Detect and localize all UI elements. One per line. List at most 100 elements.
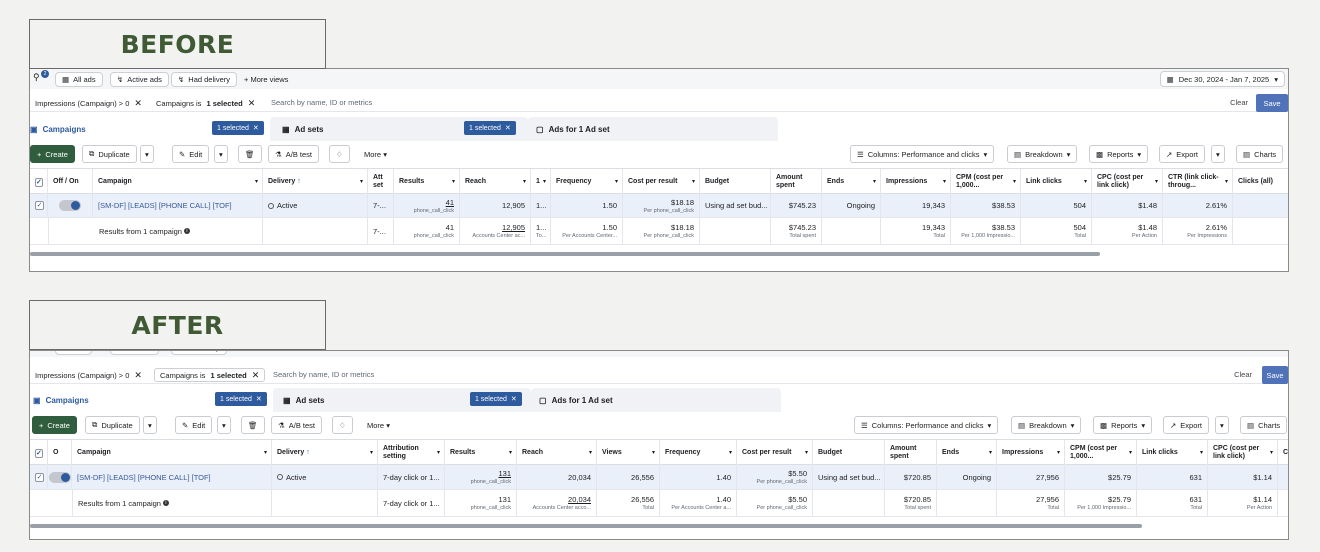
row-checkbox[interactable]: ✓ <box>30 465 48 489</box>
export-button[interactable]: ↗ Export <box>1159 145 1205 163</box>
close-icon[interactable]: ✕ <box>252 125 259 132</box>
column-header-budget[interactable]: Budget <box>813 440 885 466</box>
close-icon[interactable]: ✕ <box>247 97 256 108</box>
tab-all-ads[interactable]: All ads <box>55 351 92 355</box>
save-button[interactable]: Save <box>1256 94 1288 112</box>
tab-active-ads[interactable]: Active ads <box>110 351 159 355</box>
close-icon[interactable]: ✕ <box>251 369 260 380</box>
column-header-offon[interactable]: Off / On <box>48 169 93 195</box>
tab-campaigns[interactable]: ▣ Campaigns <box>33 388 89 412</box>
filter-chip-campaigns[interactable]: Campaigns is 1 selected ✕ <box>154 368 266 382</box>
tab-ads[interactable]: ▢ Ads for 1 Ad set <box>531 388 781 412</box>
duplicate-button[interactable]: ⧉ Duplicate <box>85 416 140 434</box>
column-header-campaign[interactable]: Campaign ▾ <box>72 440 272 466</box>
column-header-cpc[interactable]: CPC (cost per link click) ▾ <box>1092 169 1163 195</box>
charts-button[interactable]: ▤ Charts <box>1236 145 1284 163</box>
checkbox[interactable]: ✓ <box>35 472 44 482</box>
search-input[interactable]: Search by name, ID or metrics <box>273 370 375 379</box>
create-button[interactable]: + Create <box>32 416 77 434</box>
tag-button[interactable]: ♢ <box>332 416 353 434</box>
toggle-switch[interactable] <box>49 471 71 483</box>
column-header-c[interactable]: C <box>1278 440 1288 466</box>
column-header-amount-spent[interactable]: Amount spent <box>885 440 937 466</box>
column-header-results[interactable]: Results ▾ <box>394 169 460 195</box>
create-button[interactable]: + Create <box>30 145 75 163</box>
search-input[interactable]: Search by name, ID or metrics <box>271 98 373 107</box>
campaign-name-link[interactable]: [SM-DF] [LEADS] [PHONE CALL] [TOF] <box>72 465 272 489</box>
close-icon[interactable]: ✕ <box>134 97 142 108</box>
edit-dropdown[interactable]: ▾ <box>214 145 228 163</box>
campaign-toggle[interactable] <box>48 194 93 217</box>
save-button[interactable]: Save <box>1262 366 1288 384</box>
tag-button[interactable]: ♢ <box>329 145 350 163</box>
filter-chip-campaigns[interactable]: Campaigns is 1 selected ✕ <box>151 96 260 110</box>
column-header-reach[interactable]: Reach ▾ <box>517 440 597 466</box>
checkbox[interactable]: ✓ <box>35 448 43 458</box>
column-header-amount-spent[interactable]: Amount spent <box>771 169 822 195</box>
close-icon[interactable]: ✕ <box>510 396 517 403</box>
reports-button[interactable]: ▩ Reports ▾ <box>1089 145 1149 163</box>
export-dropdown[interactable]: ▾ <box>1215 416 1229 434</box>
selected-badge-campaigns[interactable]: 1 selected ✕ <box>212 121 264 135</box>
more-views-button[interactable]: + More views <box>244 75 288 84</box>
select-all-checkbox[interactable]: ✓ <box>30 169 48 195</box>
more-button[interactable]: More ▾ <box>364 150 387 159</box>
filter-chip-impressions[interactable]: Impressions (Campaign) > 0 ✕ <box>30 368 147 382</box>
column-header-clicks-all[interactable]: Clicks (all) <box>1233 169 1288 195</box>
column-header-cost-per-result[interactable]: Cost per result ▾ <box>737 440 813 466</box>
more-button[interactable]: More ▾ <box>367 421 390 430</box>
column-header-impressions[interactable]: Impressions ▾ <box>997 440 1065 466</box>
summary-reach-value[interactable]: 20,034 <box>568 495 591 504</box>
checkbox[interactable]: ✓ <box>35 177 43 187</box>
campaign-toggle[interactable] <box>48 465 72 489</box>
charts-button[interactable]: ▤ Charts <box>1240 416 1288 434</box>
export-button[interactable]: ↗ Export <box>1163 416 1209 434</box>
columns-button[interactable]: ☰ Columns: Performance and clicks ▾ <box>850 145 995 163</box>
column-header-ctr[interactable]: CTR (link click-throug... ▾ <box>1163 169 1233 195</box>
delete-button[interactable]: 🗑 <box>241 416 265 434</box>
select-all-checkbox[interactable]: ✓ <box>30 440 48 466</box>
duplicate-dropdown[interactable]: ▾ <box>140 145 154 163</box>
reports-button[interactable]: ▩ Reports ▾ <box>1093 416 1153 434</box>
selected-badge-campaigns[interactable]: 1 selected ✕ <box>215 392 267 406</box>
column-header-ends[interactable]: Ends ▾ <box>937 440 997 466</box>
close-icon[interactable]: ✕ <box>504 125 511 132</box>
info-icon[interactable]: i <box>162 500 169 506</box>
results-value[interactable]: 131 <box>498 469 511 478</box>
column-header-results[interactable]: Results ▾ <box>445 440 517 466</box>
column-header-impressions[interactable]: Impressions ▾ <box>881 169 951 195</box>
column-header-budget[interactable]: Budget <box>700 169 771 195</box>
horizontal-scrollbar[interactable] <box>30 524 1142 528</box>
export-dropdown[interactable]: ▾ <box>1211 145 1225 163</box>
column-header-delivery[interactable]: Delivery ↑ ▾ <box>263 169 368 195</box>
column-header-frequency[interactable]: Frequency ▾ <box>551 169 623 195</box>
column-header-frequency[interactable]: Frequency ▾ <box>660 440 737 466</box>
edit-dropdown[interactable]: ▾ <box>217 416 231 434</box>
info-icon[interactable]: i <box>183 228 190 234</box>
duplicate-dropdown[interactable]: ▾ <box>143 416 157 434</box>
clear-button[interactable]: Clear <box>1234 370 1252 379</box>
column-header-link-clicks[interactable]: Link clicks ▾ <box>1137 440 1208 466</box>
columns-button[interactable]: ☰ Columns: Performance and clicks ▾ <box>854 416 999 434</box>
column-header-col1[interactable]: 1 ▾ <box>531 169 551 195</box>
column-header-cost-per-result[interactable]: Cost per result ▾ <box>623 169 700 195</box>
table-row[interactable]: ✓ [SM-DF] [LEADS] [PHONE CALL] [TOF] Act… <box>30 194 1288 218</box>
campaign-name-link[interactable]: [SM-DF] [LEADS] [PHONE CALL] [TOF] <box>93 194 263 217</box>
toggle-switch[interactable] <box>59 200 81 211</box>
date-range-picker[interactable]: ▦ Dec 30, 2024 - Jan 7, 2025 ▾ <box>1159 71 1285 87</box>
delete-button[interactable]: 🗑 <box>238 145 262 163</box>
close-icon[interactable]: ✕ <box>255 396 262 403</box>
column-header-ends[interactable]: Ends ▾ <box>822 169 881 195</box>
clear-button[interactable]: Clear <box>1230 98 1248 107</box>
tab-campaigns[interactable]: ▣ Campaigns <box>30 117 86 141</box>
column-header-link-clicks[interactable]: Link clicks ▾ <box>1021 169 1092 195</box>
column-header-offon[interactable]: O <box>48 440 72 466</box>
row-checkbox[interactable]: ✓ <box>30 194 48 217</box>
horizontal-scrollbar[interactable] <box>30 252 1100 256</box>
close-icon[interactable]: ✕ <box>134 369 142 380</box>
duplicate-button[interactable]: ⧉ Duplicate <box>82 145 137 163</box>
ab-test-button[interactable]: ⚗ A/B test <box>268 145 319 163</box>
column-header-reach[interactable]: Reach ▾ <box>460 169 531 195</box>
column-header-delivery[interactable]: Delivery ↑ ▾ <box>272 440 378 466</box>
column-header-cpm[interactable]: CPM (cost per 1,000... ▾ <box>1065 440 1137 466</box>
